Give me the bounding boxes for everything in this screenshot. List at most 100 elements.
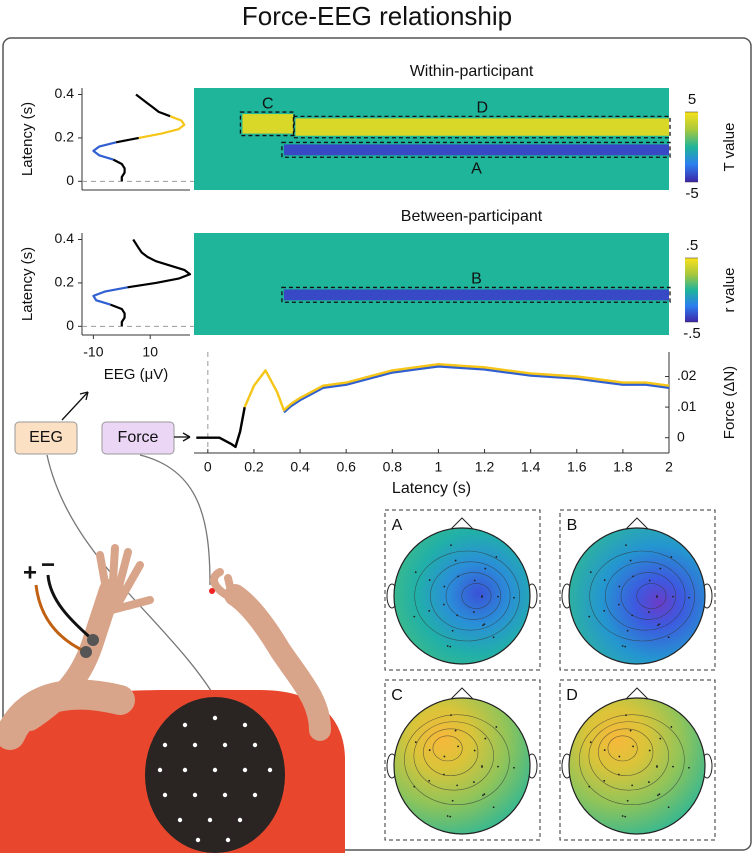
y-tick-label: 0.4 xyxy=(55,85,75,101)
topomap-electrode xyxy=(657,794,659,797)
topomap-electrode xyxy=(618,585,621,588)
topomap-box xyxy=(384,509,541,671)
topomap-contour xyxy=(414,550,520,642)
x-tick-label: 0.6 xyxy=(336,459,356,475)
topomap-electrode xyxy=(495,556,498,558)
topomap-electrode xyxy=(658,793,661,796)
y-tick-label: 0.4 xyxy=(55,230,75,246)
topomap-electrode xyxy=(451,799,454,802)
topomap-electrode xyxy=(624,815,627,818)
topomap-electrode xyxy=(454,729,457,732)
region-box xyxy=(292,115,671,139)
y-axis-label: Latency (s) xyxy=(19,247,36,321)
region-label: B xyxy=(471,271,482,288)
x-tick-label: 1.2 xyxy=(475,459,495,475)
topomap-electrode xyxy=(413,785,416,788)
eeg-curve xyxy=(92,286,128,306)
heatmap-region xyxy=(283,144,669,156)
topomap-electrode xyxy=(443,585,446,588)
topomap-electrode xyxy=(621,645,624,647)
topomap-electrode xyxy=(454,559,457,562)
colorbar xyxy=(685,112,698,182)
topomap-label: D xyxy=(566,687,578,704)
minus-sign: − xyxy=(41,551,55,578)
force-curve xyxy=(283,365,670,414)
topomap-contour xyxy=(605,561,686,631)
eeg-label: EEG xyxy=(29,429,63,446)
y-tick-label: 0 xyxy=(66,172,74,188)
topomap-electrode xyxy=(513,766,515,769)
colorbar-label: T value xyxy=(721,123,738,172)
region-label: D xyxy=(476,100,488,117)
topomap-electrode xyxy=(603,779,606,782)
topomap-electrode xyxy=(484,737,487,740)
panel-title: Within-participant xyxy=(410,63,534,80)
y-tick-label: .02 xyxy=(677,367,697,383)
topomap-electrode xyxy=(472,781,475,783)
force-curve xyxy=(196,406,246,449)
topomap-contour xyxy=(445,572,501,620)
topomap-electrode xyxy=(618,755,621,758)
topomap-electrode xyxy=(482,624,484,627)
topomap-electrode xyxy=(648,749,651,752)
topomap-electrode xyxy=(446,815,449,817)
topomap-contour xyxy=(579,714,685,806)
topomap-electrode xyxy=(688,766,690,769)
eeg-curve xyxy=(92,141,117,161)
colorbar-tick-label: -.5 xyxy=(683,325,701,342)
heatmap-background xyxy=(194,233,669,335)
topomap-contour xyxy=(607,735,638,762)
region-box xyxy=(281,286,671,303)
topomap-electrode xyxy=(647,611,650,613)
topomap-electrode xyxy=(647,781,650,783)
topomap-electrode xyxy=(456,784,459,787)
topomap-electrode xyxy=(450,544,452,547)
y-axis-label: Latency (s) xyxy=(19,102,36,176)
x-tick-label: 10 xyxy=(142,344,158,360)
eeg-curve xyxy=(138,115,186,139)
region-box xyxy=(239,111,295,137)
topomap-electrode xyxy=(672,595,674,598)
x-tick-label: 1.6 xyxy=(567,459,587,475)
eeg-curve xyxy=(112,158,126,182)
topomap-box xyxy=(384,679,541,841)
panel-title: Between-participant xyxy=(401,208,543,225)
topomap-electrode xyxy=(618,773,620,776)
topomap-electrode xyxy=(659,737,662,740)
x-axis-label: Latency (s) xyxy=(392,480,471,497)
topomap-electrode xyxy=(625,714,627,717)
topomap-electrode xyxy=(632,575,635,578)
topomap-electrode xyxy=(672,765,674,768)
topomaps: A B C D xyxy=(384,509,716,841)
topomap-electrode xyxy=(472,611,475,613)
topomap-electrode xyxy=(495,726,498,728)
topomap-electrode xyxy=(449,815,452,818)
person: + − xyxy=(0,544,345,853)
topomap-head xyxy=(568,697,706,835)
heatmap-region xyxy=(242,114,294,134)
topomap-electrode xyxy=(497,595,499,598)
topomap-box xyxy=(559,679,716,841)
region-box xyxy=(281,141,671,158)
topomap-electrode xyxy=(449,645,452,648)
topomap-electrode xyxy=(667,806,670,809)
topomap-label: C xyxy=(391,687,403,704)
colorbar-label: r value xyxy=(721,267,738,312)
force-box xyxy=(101,421,175,455)
y-tick-label: 0 xyxy=(677,428,685,444)
topomap-contour xyxy=(423,728,479,776)
colorbar-tick-label: 5 xyxy=(688,91,696,108)
y-tick-label: 0.2 xyxy=(55,129,75,145)
topomap-electrode xyxy=(414,571,417,574)
topomap-electrode xyxy=(428,779,431,782)
topomap-label: B xyxy=(567,517,578,534)
x-tick-label: 1.8 xyxy=(613,459,633,475)
topomap-electrode xyxy=(428,609,431,612)
topomap-contour xyxy=(620,572,676,620)
topomap-electrode xyxy=(473,749,476,752)
topomap-electrode xyxy=(492,806,495,809)
topomap-electrode xyxy=(667,636,670,639)
x-tick-label: 2 xyxy=(665,459,673,475)
